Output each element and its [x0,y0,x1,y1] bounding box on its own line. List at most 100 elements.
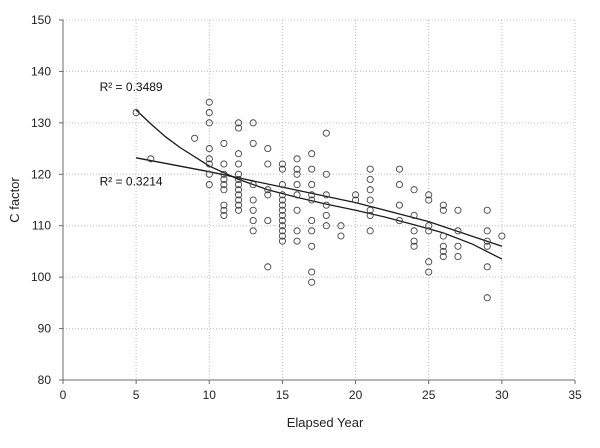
data-point [220,181,228,189]
r2-label: R² = 0.3214 [100,175,163,189]
data-point [395,165,404,173]
data-point [322,222,330,230]
data-point [264,263,272,271]
data-point [425,222,433,230]
data-point [439,247,447,255]
data-point [205,109,213,117]
data-point [352,196,360,204]
data-point [308,165,316,173]
data-point [220,201,228,209]
data-point [234,124,243,132]
x-tick-label: 5 [133,388,140,402]
data-point [205,181,213,189]
data-point [234,170,243,178]
data-point [293,227,301,235]
data-point [308,191,316,199]
data-point [278,181,286,189]
data-point [366,196,374,204]
data-point [483,227,491,235]
data-point [425,196,433,204]
data-point [410,186,418,194]
data-point [278,211,286,219]
grid-layer [63,19,576,380]
data-point [308,217,316,225]
data-point [278,206,286,214]
x-tick-label: 30 [495,388,509,402]
data-point [395,181,404,189]
data-point [322,170,330,178]
y-tick-label: 150 [31,13,51,27]
trendline-curve [135,109,503,260]
r2-label: R² = 0.3489 [100,80,163,94]
data-point [322,129,330,137]
data-point [322,201,330,209]
data-point [278,165,286,173]
data-point [278,201,286,209]
data-point [205,170,213,178]
data-point [234,191,243,199]
data-point [205,160,213,168]
data-point [439,232,447,240]
data-point [454,253,462,261]
axis-layer [59,19,576,384]
data-point [483,237,491,245]
data-point [278,232,286,240]
data-point [308,268,316,276]
trendline-linear [135,157,503,247]
y-tick-label: 110 [32,219,51,233]
data-point [205,98,213,106]
data-point [205,119,213,127]
data-point [439,242,447,250]
data-point [366,165,374,173]
data-point [249,119,257,127]
data-point [249,217,257,225]
data-point [308,227,316,235]
data-point [293,237,301,245]
data-point [278,222,286,230]
data-point [234,186,243,194]
data-point [425,191,433,199]
data-point [278,160,286,168]
data-point [293,206,301,214]
data-point [278,191,286,199]
y-tick-label: 140 [31,64,51,78]
data-point [293,181,301,189]
data-point [366,175,374,183]
data-point [337,232,345,240]
data-point [220,186,228,194]
y-axis-title: C factor [7,177,22,223]
data-point [425,227,433,235]
data-point [366,206,374,214]
data-point [322,211,330,219]
data-point [410,227,418,235]
data-point [264,145,272,153]
data-point [249,139,257,147]
data-point [205,145,213,153]
data-point [366,186,374,194]
data-point [410,242,418,250]
data-point [220,160,228,168]
data-point [410,237,418,245]
data-point [308,278,316,286]
data-point [264,186,272,194]
data-point [234,119,243,127]
data-point [337,222,345,230]
data-point [308,196,316,204]
data-point [278,217,286,225]
data-point [264,217,272,225]
data-point [308,181,316,189]
trendline-layer [135,109,503,260]
data-point [234,206,243,214]
data-point [293,165,301,173]
data-point [220,206,228,214]
data-point [220,175,228,183]
x-tick-label: 10 [203,388,217,402]
data-point [220,139,228,147]
x-tick-label: 0 [60,388,67,402]
data-point [264,191,272,199]
data-point [147,155,155,163]
x-tick-label: 25 [422,388,436,402]
data-point [293,155,301,163]
data-point [308,150,316,158]
